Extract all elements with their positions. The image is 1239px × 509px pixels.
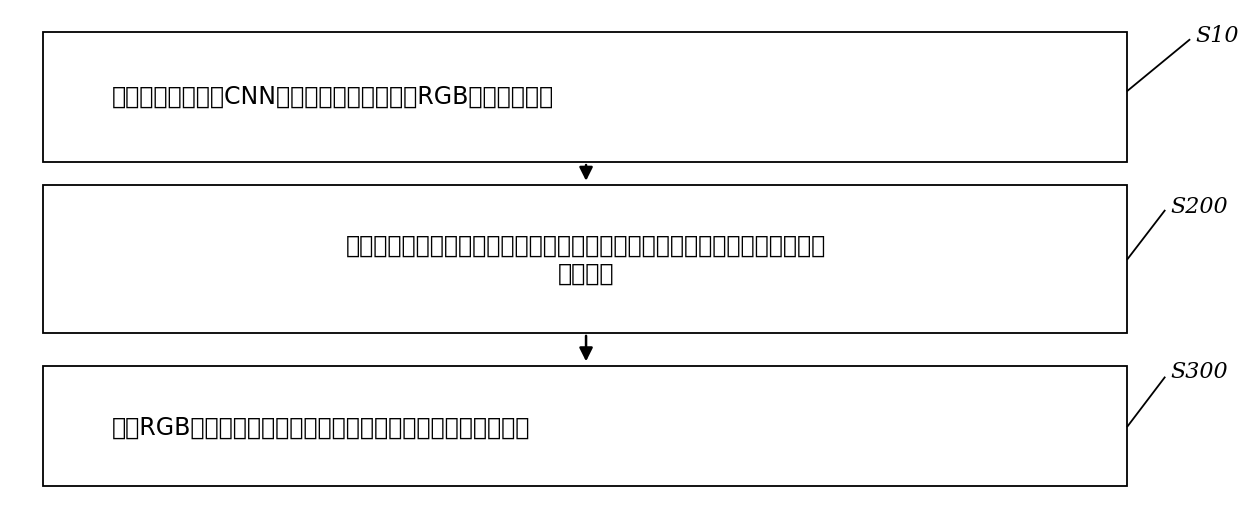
Text: 融合RGB分类结果以及光流场景融合分类结果得到异常检测结果: 融合RGB分类结果以及光流场景融合分类结果得到异常检测结果 bbox=[112, 414, 530, 439]
Text: S100: S100 bbox=[1196, 24, 1239, 47]
Bar bbox=[43, 186, 1127, 333]
Text: S200: S200 bbox=[1171, 195, 1229, 217]
Text: 利用预训练的空间CNN模型对电力监控图像的RGB特征进行分类: 利用预训练的空间CNN模型对电力监控图像的RGB特征进行分类 bbox=[112, 84, 554, 109]
Text: 利用预训练的融合分类模型对所述电力监控图像的光流特征以及场景特征进行
融合分类: 利用预训练的融合分类模型对所述电力监控图像的光流特征以及场景特征进行 融合分类 bbox=[346, 234, 826, 286]
Bar bbox=[43, 33, 1127, 163]
Text: S300: S300 bbox=[1171, 360, 1229, 383]
Bar bbox=[43, 366, 1127, 486]
